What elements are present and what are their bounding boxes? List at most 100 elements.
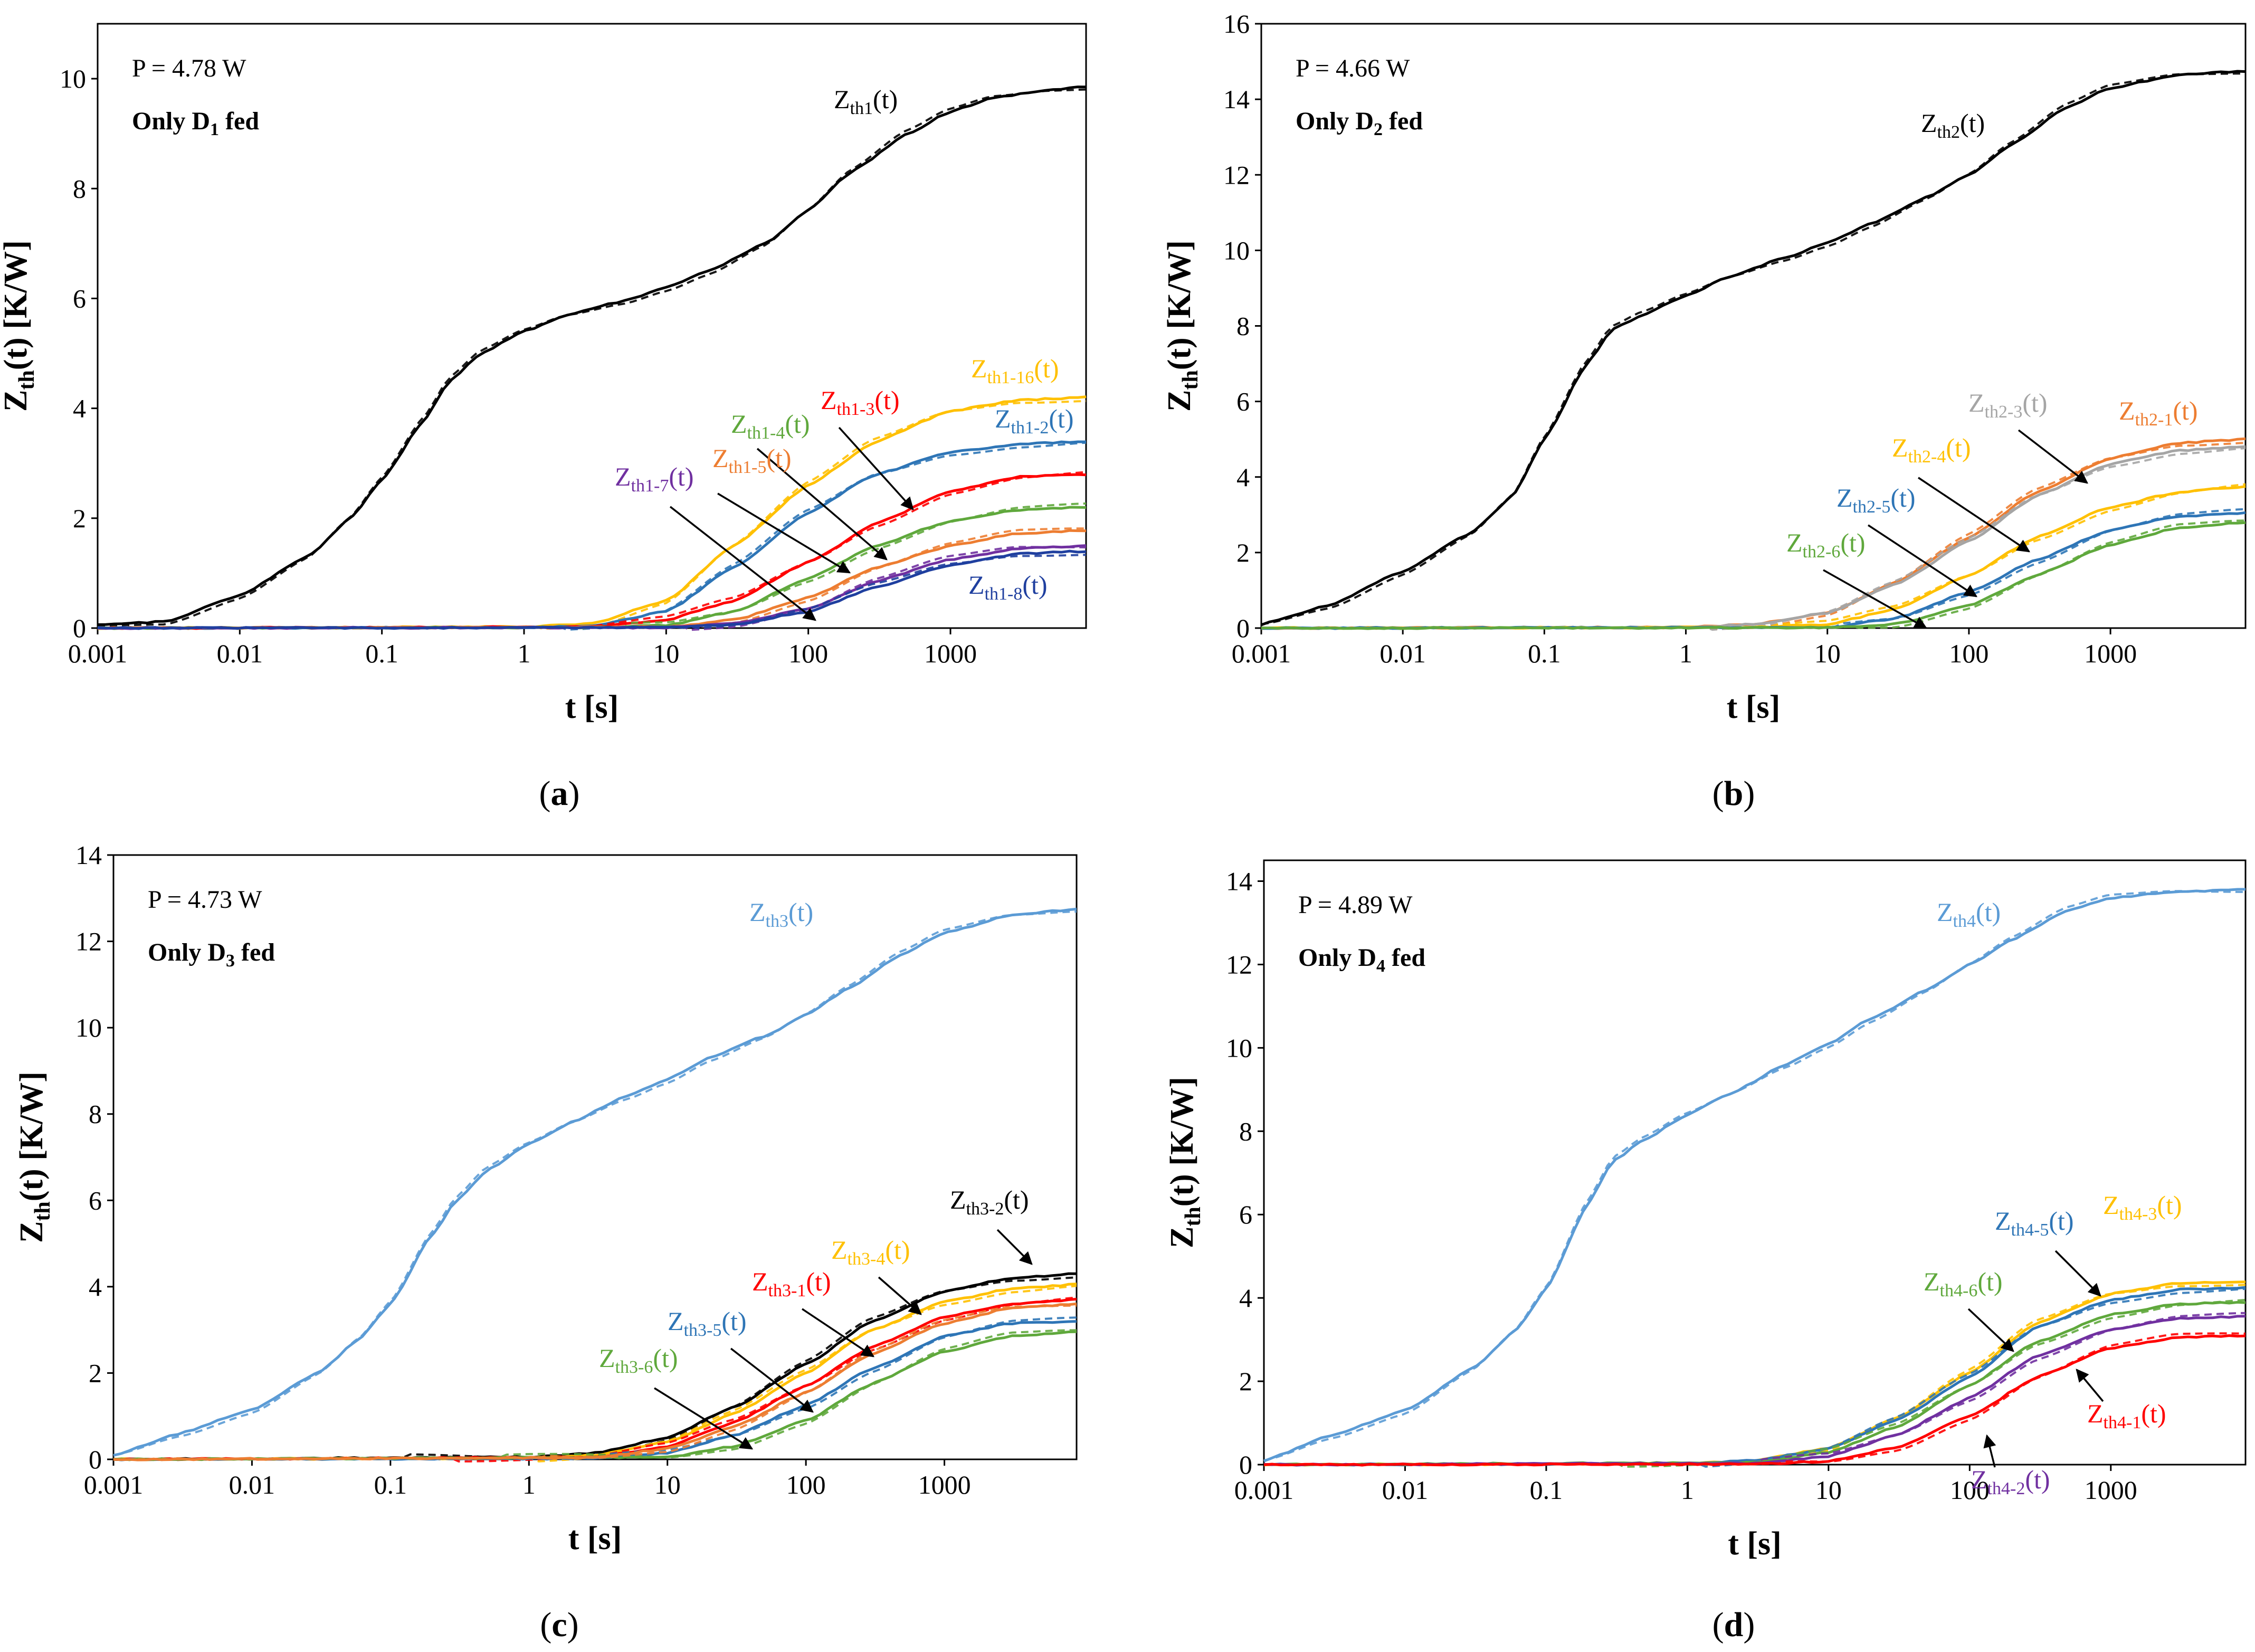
x-tick-label: 0.1 — [1528, 639, 1561, 668]
annotation-arrow — [1918, 477, 2031, 553]
x-tick-label: 100 — [1950, 1475, 1990, 1505]
y-tick-label: 14 — [1226, 866, 1252, 896]
x-tick-label: 10 — [654, 1470, 681, 1499]
chart-panel-d: 0 2 4 6 8 10 12 14 0.001 0.01 0.1 1 10 100 1000 t [s] Zt… — [1164, 859, 2247, 1644]
series-fit-line — [98, 400, 1087, 630]
series-line — [1263, 1280, 2246, 1467]
series-label: Zth2-6(t) — [1786, 528, 1866, 562]
y-tick-label: 16 — [1223, 9, 1250, 39]
series-label: Zth4-5(t) — [1995, 1206, 2074, 1240]
chart-panel-b: 0 2 4 6 8 10 12 14 16 0.001 0.01 0.1 1 10 100 1000 t [s]… — [1162, 9, 2247, 813]
y-tick-label: 10 — [75, 1013, 102, 1042]
annotation-arrow — [717, 492, 851, 574]
x-tick-label: 0.001 — [68, 639, 128, 668]
series-fit-line — [1264, 1288, 2246, 1468]
annotation-arrow — [2054, 1250, 2101, 1297]
y-tick-label: 10 — [60, 64, 86, 93]
series-line — [113, 1330, 1077, 1461]
panel-caption: (b) — [1712, 774, 1755, 813]
x-tick-label: 1 — [1681, 1475, 1694, 1505]
x-axis-label: t [s] — [1727, 689, 1781, 725]
x-axis-label: t [s] — [1728, 1526, 1782, 1562]
series-label: Zth3-5(t) — [668, 1306, 747, 1340]
series-label: Zth4(t) — [1937, 897, 2001, 931]
series-line — [97, 549, 1087, 630]
series-label: Zth1-7(t) — [615, 462, 694, 496]
x-tick-label: 0.1 — [1530, 1475, 1563, 1505]
y-tick-label: 0 — [73, 613, 86, 643]
series-line — [1263, 888, 2246, 1463]
series-line — [113, 907, 1077, 1457]
y-tick-label: 14 — [75, 840, 102, 870]
series-line — [97, 529, 1087, 630]
y-tick-label: 6 — [1236, 387, 1250, 416]
series-line — [97, 86, 1087, 626]
x-tick-label: 1 — [522, 1470, 536, 1499]
annotation-arrow — [756, 448, 888, 561]
annotation-arrow — [2018, 429, 2088, 484]
series-line — [1261, 521, 2246, 630]
panel-caption: (a) — [539, 774, 580, 813]
annotation-arrow — [878, 1276, 922, 1315]
annotation-arrow — [996, 1229, 1033, 1265]
fed-label: Only D4 fed — [1298, 944, 1425, 976]
annotation-arrow — [654, 1387, 754, 1450]
y-tick-label: 12 — [75, 927, 102, 956]
series-label: Zth4-6(t) — [1924, 1267, 2003, 1300]
y-axis-label: Zth(t) [K/W] — [14, 1071, 55, 1243]
annotation-arrow — [838, 426, 914, 510]
series-line — [1261, 511, 2246, 630]
x-tick-label: 10 — [653, 639, 679, 668]
y-tick-label: 2 — [89, 1358, 102, 1388]
annotation-arrow — [2076, 1369, 2104, 1402]
series-fit-line — [1261, 483, 2246, 629]
x-tick-label: 100 — [788, 639, 828, 668]
series-label: Zth2-1(t) — [2119, 396, 2198, 430]
y-tick-label: 4 — [73, 394, 86, 423]
x-axis-label: t [s] — [565, 689, 619, 725]
y-tick-label: 6 — [1239, 1200, 1252, 1229]
series-label: Zth1-8(t) — [968, 570, 1048, 604]
chart-panel-c: 0 2 4 6 8 10 12 14 0.001 0.01 0.1 1 10 100 1000 t [s] Zt… — [14, 840, 1078, 1644]
series-line — [1263, 1286, 2246, 1467]
series-fit-line — [1263, 890, 2246, 1462]
x-tick-label: 0.001 — [84, 1470, 144, 1499]
series-label: Zth1-4(t) — [731, 409, 810, 443]
chart-panel-a: 0 2 4 6 8 10 0.001 0.01 0.1 1 10 100 1000 t [s] Zth(t)… — [0, 23, 1087, 813]
y-tick-label: 12 — [1223, 160, 1250, 189]
series-label: Zth4-2(t) — [1971, 1465, 2050, 1498]
series-fit-line — [113, 1304, 1077, 1460]
series-fit-line — [1261, 447, 2246, 631]
y-axis-label: Zth(t) [K/W] — [1162, 240, 1203, 412]
x-tick-label: 1 — [1679, 639, 1692, 668]
series-label: Zth2-5(t) — [1837, 483, 1916, 517]
series-fit-line — [98, 441, 1087, 631]
y-tick-label: 4 — [1236, 462, 1250, 492]
series-fit-line — [113, 1316, 1077, 1460]
series-line — [113, 1283, 1077, 1461]
series-label: Zth1-2(t) — [995, 404, 1074, 438]
series-label: Zth3(t) — [749, 897, 813, 931]
series-label: Zth3-2(t) — [950, 1185, 1029, 1219]
series-label: Zth1-5(t) — [712, 443, 792, 477]
series-line — [113, 1302, 1077, 1461]
series-label: Zth1(t) — [834, 84, 898, 118]
power-label: P = 4.89 W — [1298, 891, 1413, 919]
x-tick-label: 0.01 — [229, 1470, 275, 1499]
series-fit-line — [113, 910, 1077, 1456]
series-fit-line — [1264, 1312, 2246, 1466]
series-line — [97, 440, 1087, 630]
y-tick-label: 8 — [1236, 311, 1250, 341]
y-tick-label: 6 — [89, 1185, 102, 1215]
series-label: Zth1-3(t) — [821, 385, 900, 419]
y-tick-label: 8 — [73, 174, 86, 203]
series-fit-line — [1264, 1284, 2246, 1467]
series-label: Zth3-6(t) — [599, 1343, 678, 1377]
x-tick-label: 0.1 — [374, 1470, 407, 1499]
x-tick-label: 1000 — [2085, 1475, 2137, 1505]
series-label: Zth1-16(t) — [971, 354, 1059, 387]
series-fit-line — [98, 546, 1087, 631]
series-fit-line — [1261, 519, 2246, 629]
series-line — [1261, 485, 2246, 630]
x-tick-label: 1 — [517, 639, 530, 668]
